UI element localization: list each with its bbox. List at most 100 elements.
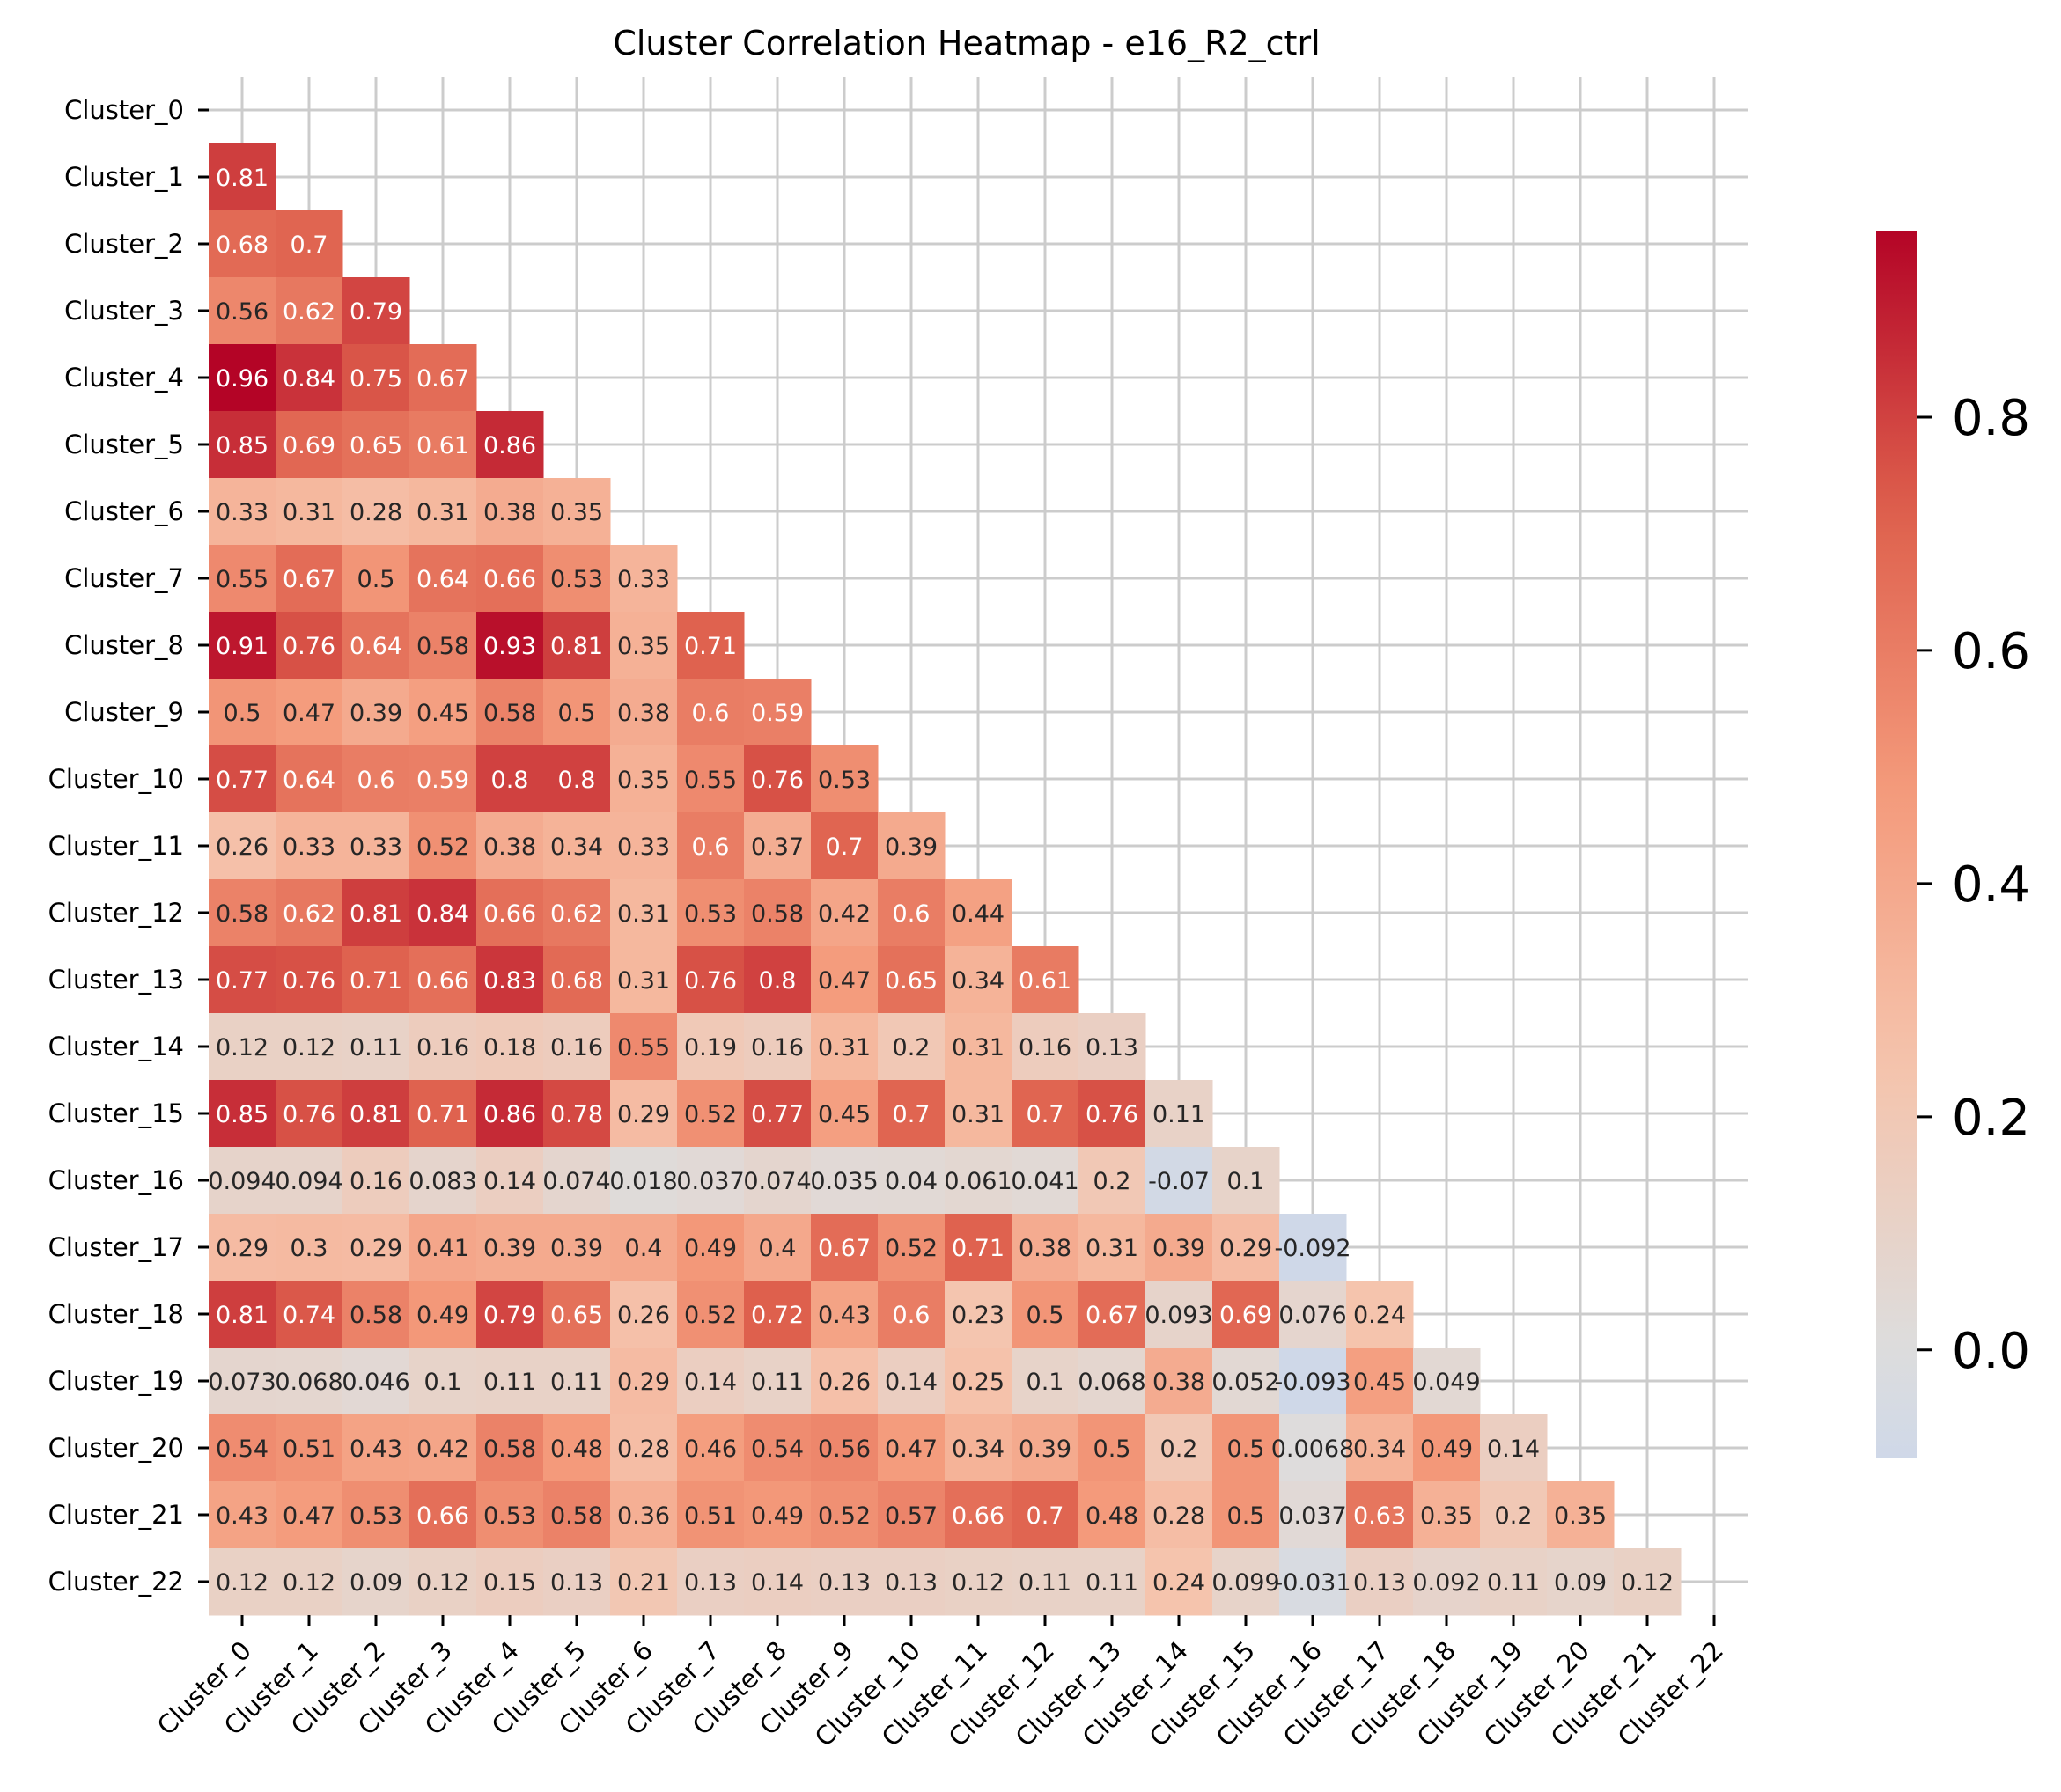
heatmap-cell [1012,1013,1079,1081]
cell-value-label: 0.54 [216,1436,269,1463]
heatmap-cell [209,1481,276,1549]
heatmap-cell [409,745,477,813]
heatmap-cell [209,745,276,813]
heatmap-cell [945,1281,1012,1348]
heatmap-cell [1145,1281,1213,1348]
cell-value-label: 0.47 [818,967,871,995]
heatmap-cell [342,1414,410,1482]
cell-value-label: 0.33 [350,834,402,861]
cell-value-label: 0.42 [818,900,871,928]
heatmap-cell [945,1214,1012,1282]
heatmap-cell [409,1147,477,1215]
cell-value-label: 0.52 [885,1235,938,1262]
cell-value-label: 0.59 [416,767,469,794]
heatmap-cell [409,1481,477,1549]
cell-value-label: 0.37 [751,834,804,861]
cell-value-label: 0.68 [550,967,603,995]
cell-value-label: 0.84 [416,900,469,928]
cell-value-label: 0.85 [216,1101,269,1128]
cell-value-label: 0.29 [216,1235,269,1262]
heatmap-cell [1078,1548,1146,1616]
heatmap-cell [276,946,343,1014]
heatmap-cell [209,946,276,1014]
chart-title: Cluster Correlation Heatmap - e16_R2_ctr… [613,24,1320,62]
heatmap-cell [1212,1548,1280,1616]
heatmap-cell [209,1214,276,1282]
cell-value-label: 0.052 [1211,1369,1279,1396]
heatmap-cell [342,745,410,813]
cell-value-label: 0.66 [416,1502,469,1530]
cell-value-label: 0.35 [1554,1502,1607,1530]
cell-value-label: 0.38 [1019,1235,1071,1262]
cell-value-label: 0.29 [617,1101,670,1128]
cell-value-label: 0.6 [893,900,931,928]
heatmap-cell [342,277,410,345]
heatmap-cell [209,1080,276,1148]
heatmap-cell [543,1481,611,1549]
y-tick-label: Cluster_22 [48,1567,184,1597]
cell-value-label: 0.54 [751,1436,804,1463]
heatmap-cell [1547,1481,1615,1549]
heatmap-cell [476,478,544,546]
heatmap-cell [945,879,1012,947]
heatmap-cell [276,411,343,479]
cell-value-label: 0.44 [952,900,1005,928]
cell-value-label: 0.15 [483,1569,536,1597]
heatmap-cell [878,1414,946,1482]
heatmap-cell [276,277,343,345]
cell-value-label: 0.64 [416,566,469,593]
cell-value-label: 0.39 [885,834,938,861]
cell-value-label: 0.5 [1227,1502,1265,1530]
cell-value-label: 0.046 [342,1369,409,1396]
heatmap-cell [476,679,544,746]
cell-value-label: 0.33 [617,566,670,593]
cell-value-label: 0.073 [208,1369,276,1396]
cell-value-label: 0.28 [617,1436,670,1463]
cell-value-label: 0.7 [291,231,328,259]
heatmap-cell [209,143,276,211]
cell-value-label: 0.71 [684,633,737,660]
y-tick-label: Cluster_15 [48,1098,184,1128]
cell-value-label: 0.39 [550,1235,603,1262]
heatmap-cell [543,679,611,746]
heatmap-cell [811,1147,879,1215]
cell-value-label: 0.068 [275,1369,342,1396]
heatmap-cell [610,879,678,947]
heatmap-cell [409,879,477,947]
heatmap-cell [610,1481,678,1549]
heatmap-cell [1212,1348,1280,1415]
heatmap-cell [811,879,879,947]
cell-value-label: 0.38 [483,499,536,526]
cell-value-label: 0.76 [283,967,335,995]
heatmap-cell [342,679,410,746]
cell-value-label: 0.6 [692,700,730,727]
heatmap-cell [276,679,343,746]
cell-value-label: 0.5 [1093,1436,1131,1463]
cell-value-label: 0.56 [818,1436,871,1463]
heatmap-cell [409,612,477,679]
heatmap-cell [610,946,678,1014]
cell-value-label: 0.5 [357,566,395,593]
heatmap-cell [945,1348,1012,1415]
cell-value-label: 0.76 [751,767,804,794]
heatmap-cell [1012,1548,1079,1616]
cell-value-label: 0.13 [885,1569,938,1597]
heatmap-cell [744,745,812,813]
heatmap-cell [476,1080,544,1148]
heatmap-cell [476,612,544,679]
heatmap-cell [744,1013,812,1081]
heatmap-cell [878,1214,946,1282]
heatmap-cell [342,344,410,412]
heatmap-cell [945,1013,1012,1081]
heatmap-cell [677,1147,745,1215]
heatmap-cell [209,1013,276,1081]
cell-value-label: 0.14 [885,1369,938,1396]
cell-value-label: 0.34 [550,834,603,861]
heatmap-cell [342,1147,410,1215]
heatmap-cell [209,210,276,278]
cell-value-label: 0.85 [216,432,269,459]
y-tick-label: Cluster_12 [48,898,184,928]
y-tick-label: Cluster_14 [48,1032,184,1061]
cell-value-label: 0.11 [751,1369,804,1396]
heatmap-cell [409,1214,477,1282]
